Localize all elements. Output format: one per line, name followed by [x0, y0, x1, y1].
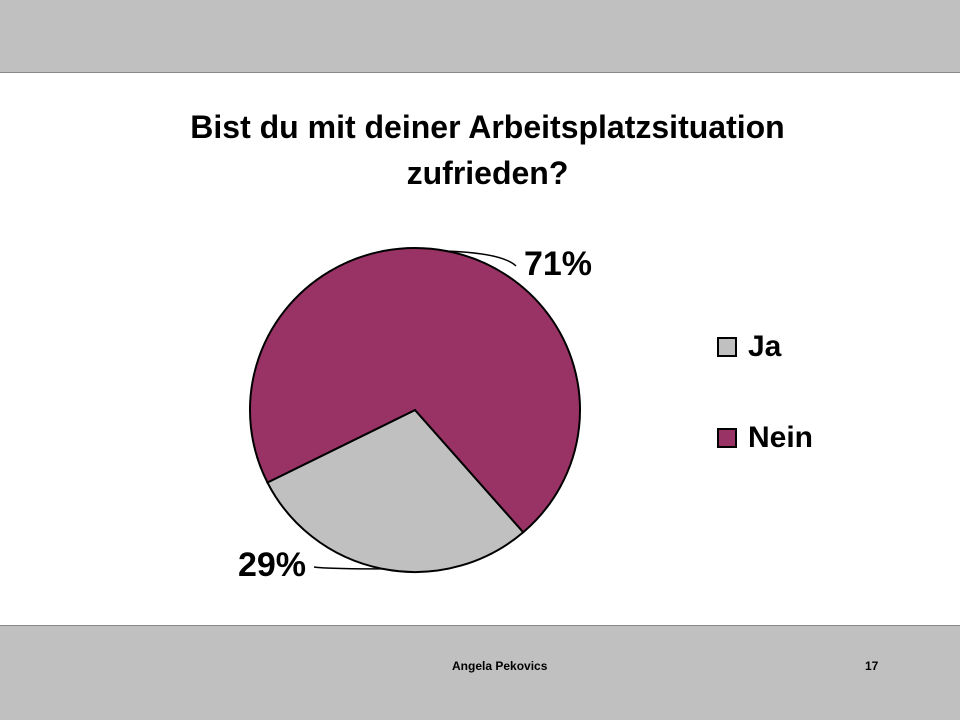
pie-slice	[266, 408, 525, 573]
pie-slice	[249, 247, 581, 534]
legend-label: Ja	[748, 330, 782, 363]
legend-swatch	[717, 428, 737, 448]
data-label: 71%	[524, 245, 592, 283]
header-band	[0, 0, 960, 73]
legend-swatch	[717, 337, 737, 357]
footer-author: Angela Pekovics	[452, 659, 548, 673]
leader-line	[447, 250, 517, 267]
legend-label: Nein	[748, 421, 813, 454]
footer-band	[0, 625, 960, 720]
data-label: 29%	[238, 546, 306, 584]
chart-title: Bist du mit deiner Arbeitsplatzsituation…	[190, 109, 785, 191]
leader-line	[313, 566, 383, 570]
page-number: 17	[865, 659, 879, 673]
